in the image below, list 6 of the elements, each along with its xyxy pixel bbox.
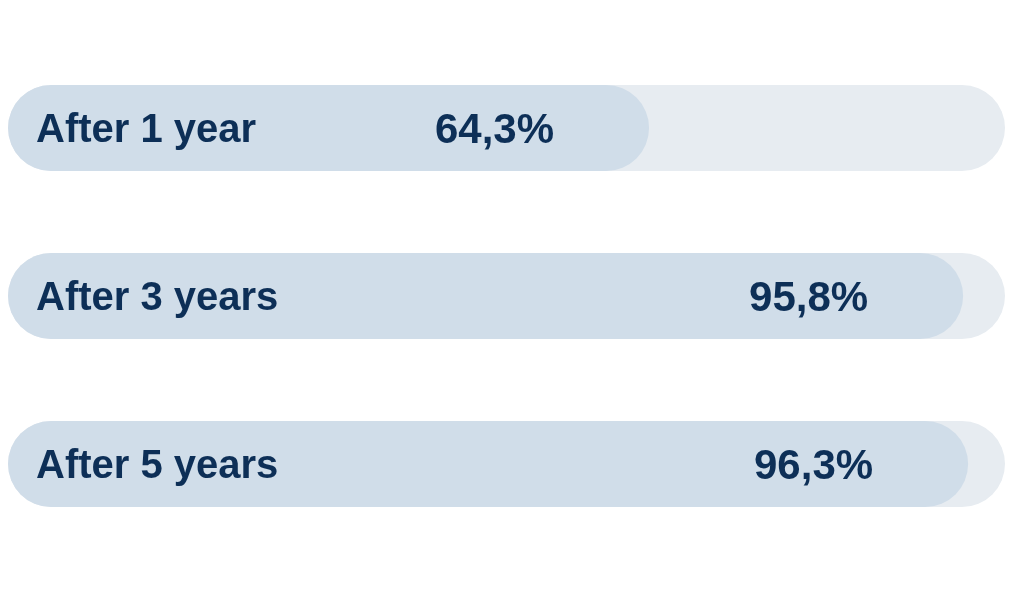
y-tick-label: After 5 years — [36, 442, 279, 486]
y-tick-label: After 3 years — [36, 274, 279, 318]
data-label: 96,3% — [754, 440, 874, 488]
y-tick-label: After 1 year — [36, 106, 257, 150]
data-label: 64,3% — [434, 104, 555, 152]
data-label: 95,8% — [749, 272, 869, 320]
